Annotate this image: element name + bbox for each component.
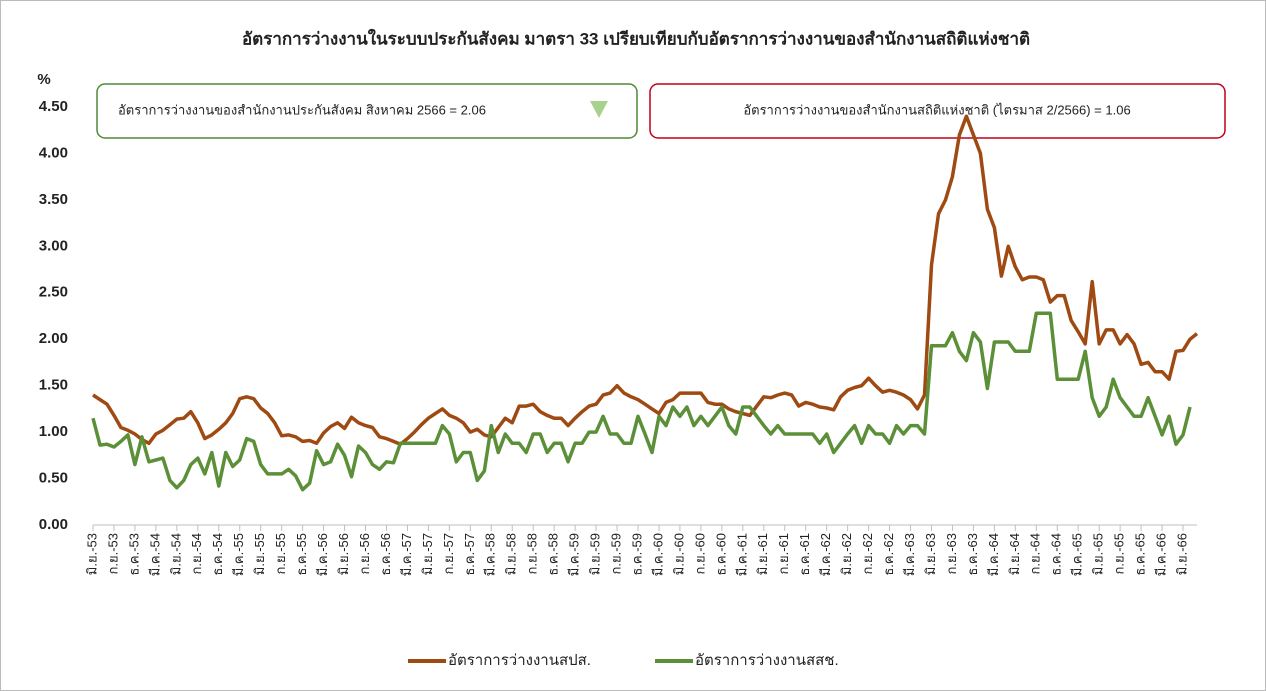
- x-tick-label: ก.ย.-62: [860, 533, 875, 575]
- x-tick-label: ธ.ค.-54: [210, 533, 225, 576]
- x-tick-label: มิ.ย.-63: [923, 533, 938, 575]
- y-tick-label: 0.50: [39, 470, 68, 487]
- y-tick-label: 4.00: [39, 144, 68, 161]
- x-tick-label: ก.ย.-58: [525, 533, 540, 575]
- y-tick-label: 2.00: [39, 330, 68, 347]
- x-tick-label: ธ.ค.-63: [965, 533, 980, 576]
- x-tick-label: ธ.ค.-56: [378, 533, 393, 576]
- y-tick-label: 3.00: [39, 237, 68, 254]
- x-tick-label: มี.ค.-55: [231, 533, 246, 576]
- line-series: [92, 114, 1199, 446]
- y-axis-label: %: [37, 71, 50, 88]
- x-tick-label: มิ.ย.-55: [252, 533, 267, 575]
- x-tick-label: มี.ค.-63: [902, 533, 917, 576]
- x-tick-label: ก.ย.-54: [189, 533, 204, 575]
- x-tick-label: มิ.ย.-61: [755, 533, 770, 575]
- x-tick-label: มี.ค.-66: [1154, 533, 1169, 576]
- x-tick-label: ธ.ค.-62: [881, 533, 896, 576]
- x-tick-label: ก.ย.-57: [441, 533, 456, 575]
- x-tick-label: มี.ค.-65: [1070, 533, 1085, 576]
- y-tick-label: 3.50: [39, 191, 68, 208]
- legend-label: อัตราการว่างงานสสช.: [695, 652, 839, 669]
- x-tick-label: มี.ค.-56: [315, 533, 330, 576]
- annotation-box: [649, 83, 1226, 139]
- x-tick-label: ธ.ค.-60: [713, 533, 728, 576]
- x-tick-label: มิ.ย.-56: [336, 533, 351, 575]
- annotation-box: [96, 83, 638, 139]
- y-tick-label: 0.00: [39, 516, 68, 533]
- x-tick-label: ธ.ค.-53: [126, 533, 141, 576]
- x-tick-label: มิ.ย.-58: [504, 533, 519, 575]
- x-tick-label: ก.ย.-63: [944, 533, 959, 575]
- x-tick-label: ก.ย.-65: [1112, 533, 1127, 575]
- annotation: อัตราการว่างงานของสำนักงานสถิติแห่งชาติ …: [743, 102, 1130, 117]
- x-tick-label: มี.ค.-64: [986, 533, 1001, 576]
- x-tick-label: ธ.ค.-58: [546, 533, 561, 576]
- y-tick-label: 1.00: [39, 423, 68, 440]
- line-series: [91, 311, 1192, 492]
- x-tick-label: ก.ย.-61: [776, 533, 791, 575]
- x-tick-label: ธ.ค.-55: [294, 533, 309, 576]
- x-tick-label: มิ.ย.-65: [1091, 533, 1106, 575]
- x-tick-label: ก.ย.-59: [608, 533, 623, 575]
- x-tick-label: ธ.ค.-61: [797, 533, 812, 576]
- x-tick-label: มิ.ย.-66: [1174, 533, 1189, 575]
- y-tick-label: 2.50: [39, 284, 68, 301]
- x-tick-label: มี.ค.-57: [399, 533, 414, 576]
- x-tick-label: มี.ค.-58: [483, 533, 498, 576]
- x-tick-label: มี.ค.-62: [818, 533, 833, 576]
- y-tick-label: 4.50: [39, 98, 68, 115]
- x-tick-label: ก.ย.-55: [273, 533, 288, 575]
- x-tick-label: มิ.ย.-54: [168, 533, 183, 575]
- annotation: อัตราการว่างงานของสำนักงานประกันสังคม สิ…: [118, 102, 486, 117]
- x-tick-label: ธ.ค.-65: [1133, 533, 1148, 576]
- x-tick-label: ธ.ค.-64: [1049, 533, 1064, 576]
- x-tick-label: มิ.ย.-53: [84, 533, 99, 575]
- x-tick-label: มี.ค.-59: [567, 533, 582, 576]
- x-tick-label: มิ.ย.-62: [839, 533, 854, 575]
- x-tick-label: มิ.ย.-64: [1007, 533, 1022, 575]
- down-triangle: [590, 101, 608, 118]
- x-tick-label: มิ.ย.-60: [671, 533, 686, 575]
- x-tick-label: ก.ย.-64: [1028, 533, 1043, 575]
- x-tick-label: มี.ค.-60: [650, 533, 665, 576]
- y-tick-label: 1.50: [39, 377, 68, 394]
- legend-label: อัตราการว่างงานสปส.: [448, 652, 591, 669]
- x-tick-label: มี.ค.-61: [734, 533, 749, 576]
- x-tick-label: มิ.ย.-59: [588, 533, 603, 575]
- x-tick-label: มี.ค.-54: [147, 533, 162, 576]
- x-tick-label: ก.ย.-60: [692, 533, 707, 575]
- x-tick-label: ก.ย.-53: [105, 533, 120, 575]
- x-tick-label: ธ.ค.-59: [629, 533, 644, 576]
- x-tick-label: ก.ย.-56: [357, 533, 372, 575]
- chart-title: อัตราการว่างงานในระบบประกันสังคม มาตรา 3…: [242, 28, 1030, 48]
- x-tick-label: มิ.ย.-57: [420, 533, 435, 575]
- x-tick-label: ธ.ค.-57: [462, 533, 477, 576]
